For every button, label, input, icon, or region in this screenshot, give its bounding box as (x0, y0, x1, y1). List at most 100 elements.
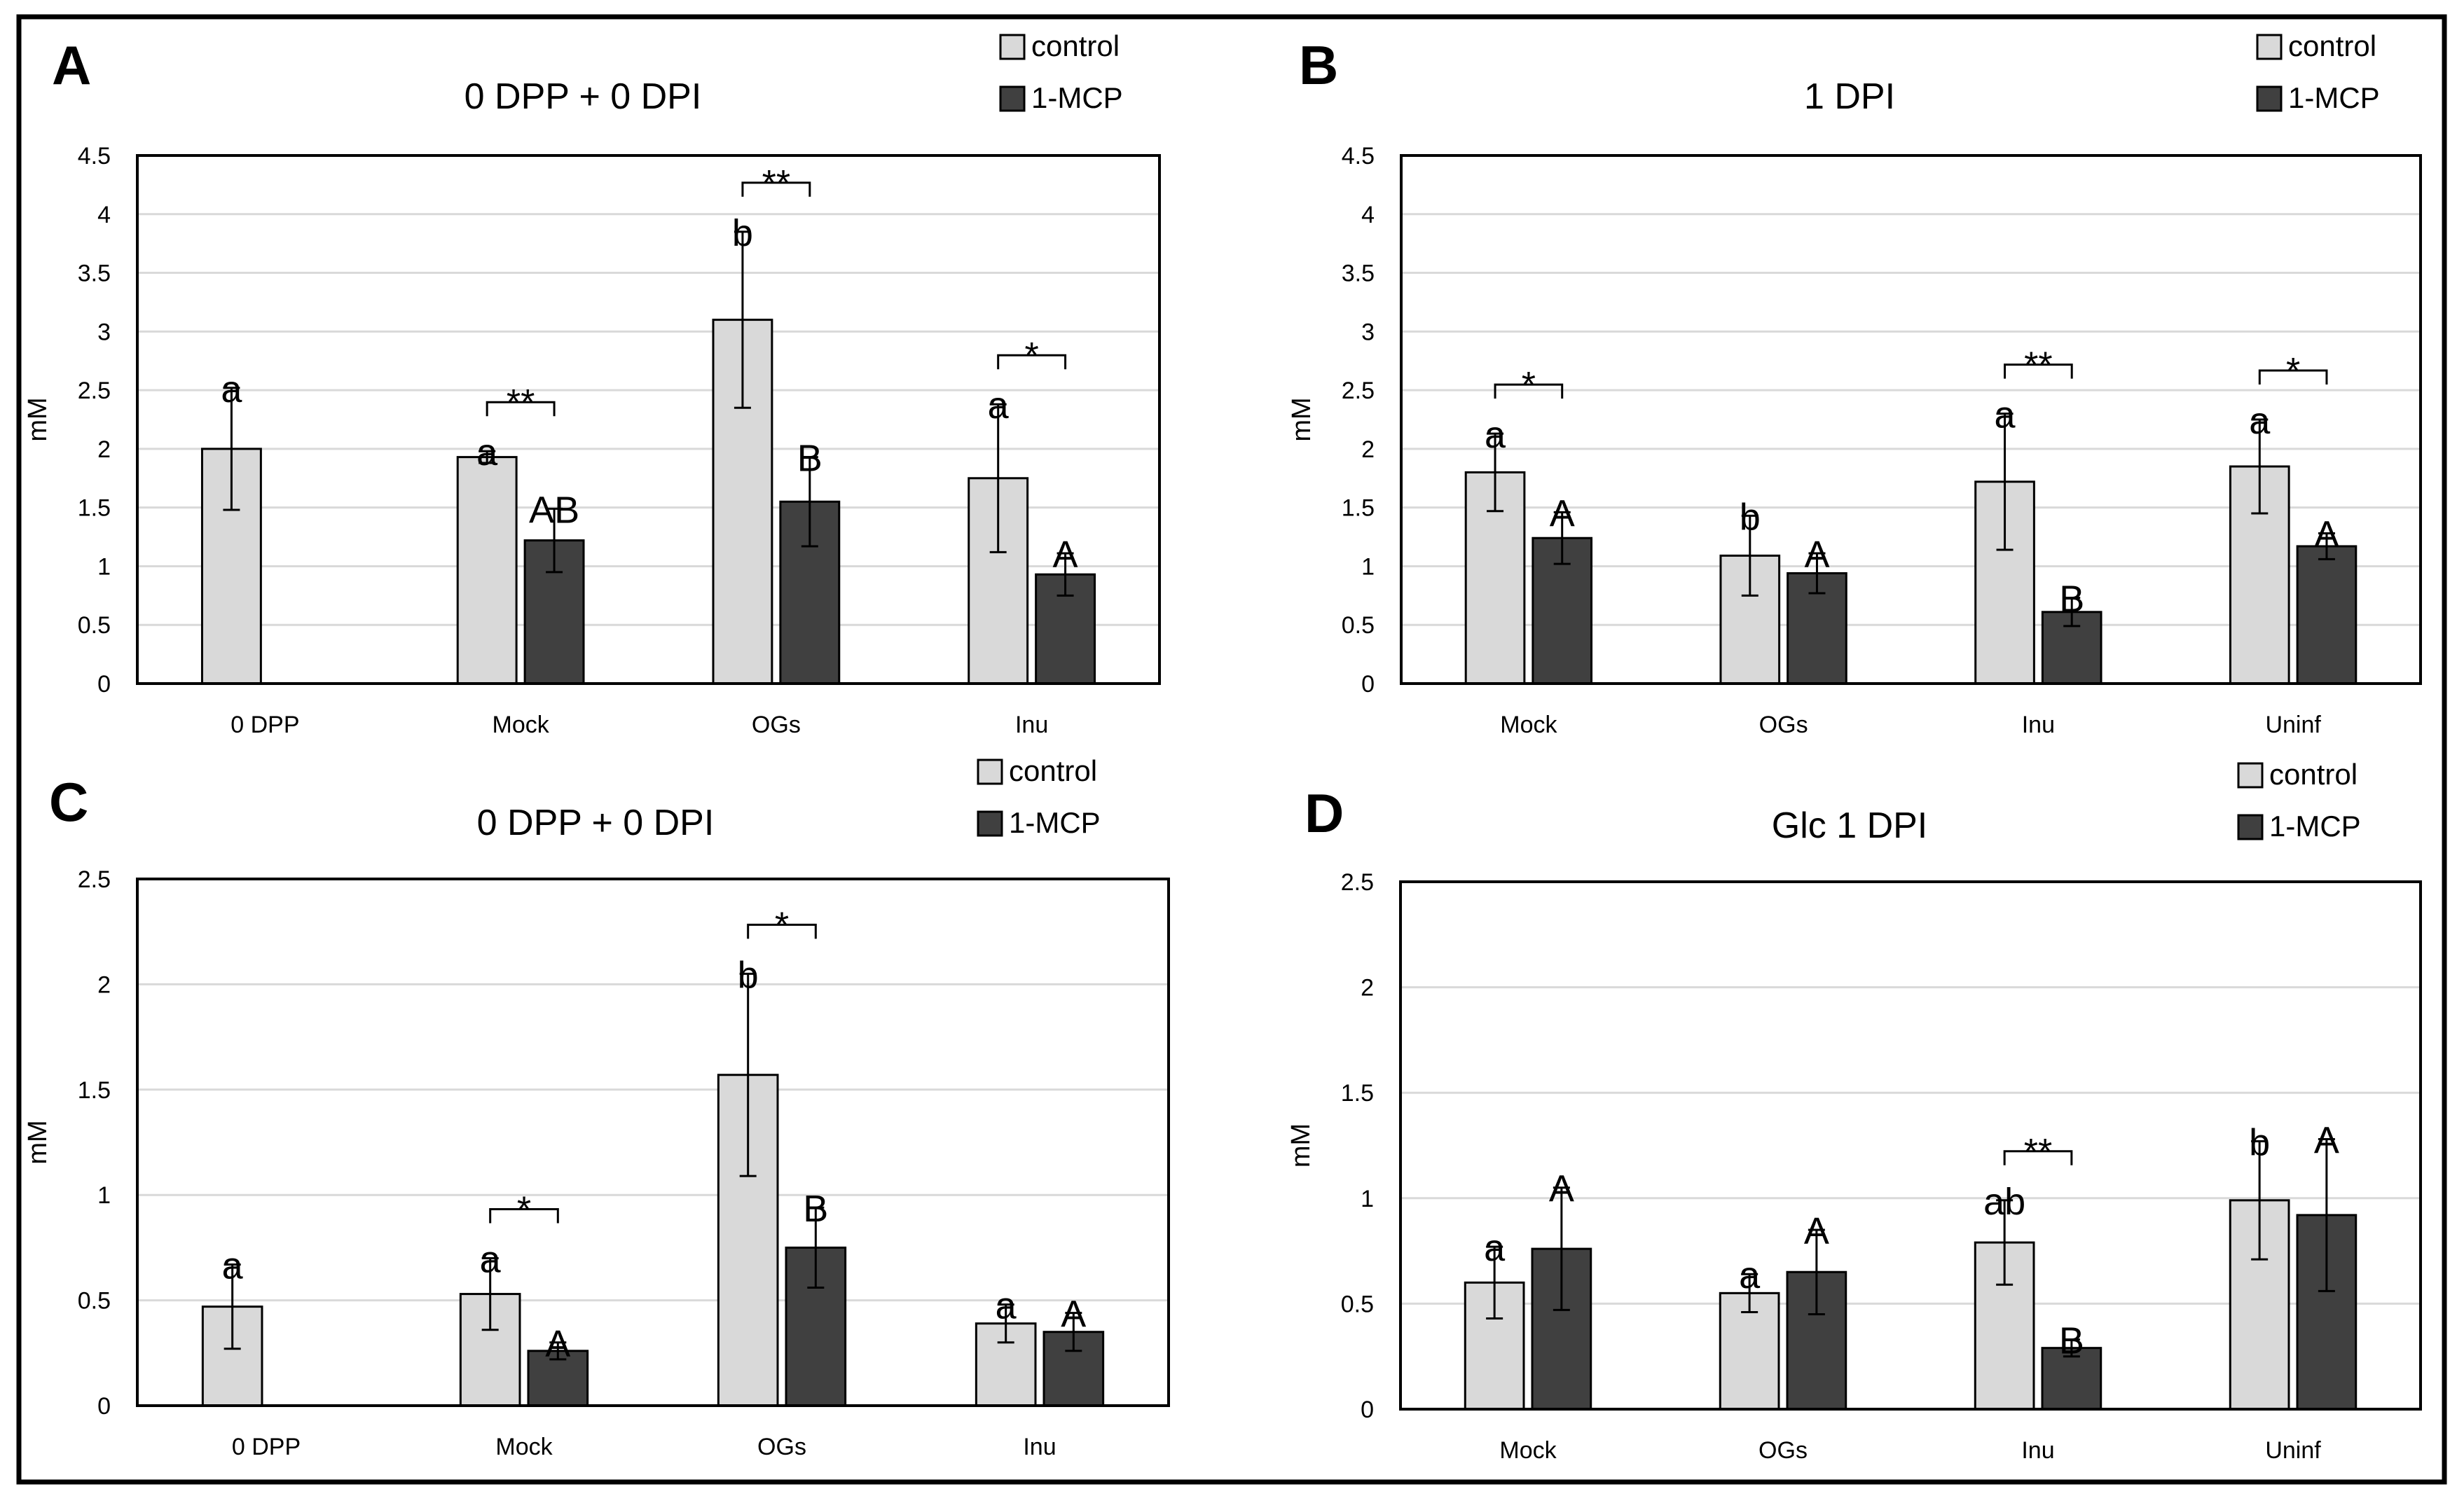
x-tick-label: Inu (2022, 712, 2055, 738)
significance-letter: A (545, 1323, 570, 1365)
legend-swatch-1mcp (2256, 85, 2283, 112)
panel-letter: D (1305, 782, 1344, 844)
significance-letter: a (480, 1238, 502, 1280)
significance-letter: a (1995, 394, 2016, 436)
legend-label-1mcp: 1-MCP (1031, 81, 1123, 114)
significance-bracket (747, 923, 817, 939)
y-tick-label: 2 (1361, 975, 1374, 1002)
y-tick-label: 2.5 (1342, 378, 1375, 404)
significance-stars: * (1025, 335, 1039, 376)
x-tick-label: Inu (2021, 1437, 2054, 1464)
significance-stars: ** (2024, 345, 2052, 386)
y-tick-label: 1.5 (78, 495, 111, 522)
y-tick-label: 0.5 (78, 1288, 111, 1315)
legend-swatch-control (999, 34, 1026, 60)
legend-swatch-control (2256, 34, 2283, 60)
significance-stars: ** (2024, 1132, 2052, 1172)
y-tick-label: 2.5 (1341, 869, 1374, 896)
y-tick-label: 1.5 (78, 1077, 111, 1104)
y-tick-label: 1 (1361, 1186, 1374, 1212)
significance-letter: b (738, 954, 759, 996)
panel-letter: B (1299, 34, 1338, 96)
significance-bracket (2258, 369, 2328, 385)
y-axis-label: mM (23, 397, 53, 441)
significance-letter: a (1484, 1227, 1506, 1269)
panel-b: B 1 DPI control 1-MCP 0 0.5 1 1.5 2 2.5 3 3.5 4 4.5 mM… (1287, 29, 2422, 738)
significance-bracket (997, 354, 1067, 370)
significance-bracket (1494, 383, 1564, 399)
x-tick-label: Mock (1499, 1437, 1557, 1464)
legend-label-control: control (1031, 29, 1120, 62)
y-tick-label: 3.5 (78, 261, 111, 287)
y-tick-label: 0.5 (1342, 612, 1375, 639)
significance-letter: B (2059, 1320, 2084, 1362)
significance-letter: b (2249, 1121, 2270, 1163)
y-tick-label: 0 (97, 671, 111, 698)
significance-letter: A (1061, 1294, 1086, 1336)
significance-letter: a (988, 385, 1010, 427)
x-tick-label: Inu (1023, 1434, 1056, 1460)
significance-stars: * (1522, 365, 1536, 406)
significance-letter: a (996, 1285, 1017, 1327)
x-tick-label: Mock (495, 1434, 553, 1460)
panel-letter: A (52, 34, 91, 96)
panel-letter: C (49, 771, 88, 833)
significance-letter: b (1740, 496, 1761, 538)
y-tick-label: 1 (97, 553, 111, 580)
significance-bracket (2004, 363, 2073, 379)
y-axis-label: mM (23, 1120, 53, 1164)
x-tick-label: 0 DPP (230, 712, 299, 738)
significance-bracket (489, 1207, 559, 1224)
legend-swatch-control (2237, 762, 2264, 789)
y-tick-label: 1.5 (1341, 1080, 1374, 1107)
significance-stars: ** (762, 163, 790, 204)
x-tick-label: OGs (1758, 1437, 1808, 1464)
y-tick-label: 2.5 (78, 866, 111, 893)
significance-letter: a (2249, 400, 2271, 442)
y-tick-label: 0 (1361, 1397, 1374, 1423)
significance-letter: AB (529, 489, 579, 531)
legend-label-control: control (2269, 758, 2358, 791)
significance-letter: B (797, 438, 823, 480)
y-tick-label: 3 (1361, 319, 1375, 345)
y-tick-label: 4 (1361, 202, 1375, 228)
x-tick-label: OGs (1759, 712, 1808, 738)
legend-label-control: control (1009, 754, 1097, 787)
y-tick-label: 0.5 (78, 612, 111, 639)
y-tick-label: 2 (1361, 436, 1375, 463)
x-tick-label: OGs (752, 712, 801, 738)
panel-c: C 0 DPP + 0 DPI control 1-MCP 0 0.5 1 1.5 2 2.5 mM… (23, 754, 1170, 1460)
legend-swatch-1mcp (999, 85, 1026, 112)
significance-bracket (2003, 1150, 2073, 1165)
significance-bracket (486, 401, 556, 417)
panel-d: D Glc 1 DPI control 1-MCP 0 0.5 1 1.5 2 2.5 mM Mock… (1286, 758, 2422, 1464)
significance-letter: a (221, 368, 242, 410)
bar-1mcp (2296, 545, 2358, 685)
significance-letter: A (2314, 514, 2339, 556)
y-tick-label: 3 (97, 319, 111, 345)
significance-letter: B (2059, 579, 2084, 621)
y-tick-label: 4.5 (78, 143, 111, 169)
y-tick-label: 4 (97, 202, 111, 228)
y-tick-label: 2.5 (78, 378, 111, 404)
chart-title: 1 DPI (1804, 76, 1895, 117)
legend-label-1mcp: 1-MCP (1009, 806, 1101, 839)
y-tick-label: 4.5 (1342, 143, 1375, 169)
y-tick-label: 0.5 (1341, 1291, 1374, 1317)
significance-bracket (741, 181, 811, 197)
figure-outer-frame (16, 14, 2447, 1485)
significance-letter: A (2314, 1119, 2339, 1161)
x-tick-label: Uninf (2265, 1437, 2321, 1464)
x-tick-label: OGs (757, 1434, 806, 1460)
bar-control (456, 456, 518, 685)
x-tick-label: Uninf (2265, 712, 2321, 738)
significance-stars: ** (507, 382, 535, 423)
y-tick-label: 1.5 (1342, 495, 1375, 522)
significance-letter: a (222, 1245, 244, 1287)
y-tick-label: 1 (1361, 553, 1375, 580)
plot-frame (1400, 154, 2422, 685)
legend-swatch-control (977, 759, 1003, 785)
x-tick-label: Mock (1500, 712, 1557, 738)
